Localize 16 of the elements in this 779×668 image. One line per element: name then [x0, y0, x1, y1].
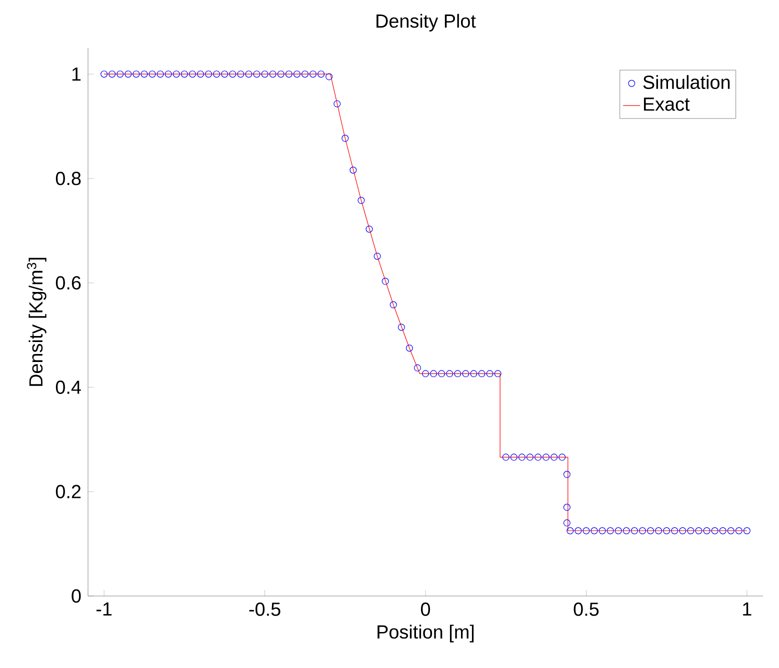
x-tick-label: -0.5: [249, 602, 280, 616]
y-axis-title: Density [Kg/m$^{3}$]: [26, 258, 46, 386]
legend-label: Exact: [644, 98, 690, 111]
x-tick-label: 0: [420, 602, 430, 616]
y-tick-label: 1: [72, 68, 81, 81]
x-axis-title: Position [m]: [378, 624, 474, 642]
x-tick-label: -1: [96, 602, 112, 616]
x-tick-label: 0.5: [574, 602, 599, 616]
chart-title: Density Plot: [376, 14, 476, 32]
x-tick-label: 1: [743, 602, 752, 616]
y-tick-label: 0: [72, 589, 81, 603]
y-tick-label: 0.6: [56, 276, 81, 290]
y-tick-label: 0.2: [56, 484, 81, 498]
y-tick-label: 0.4: [56, 380, 81, 394]
y-tick-label: 0.8: [56, 172, 81, 186]
legend-label: Simulation: [643, 75, 730, 90]
